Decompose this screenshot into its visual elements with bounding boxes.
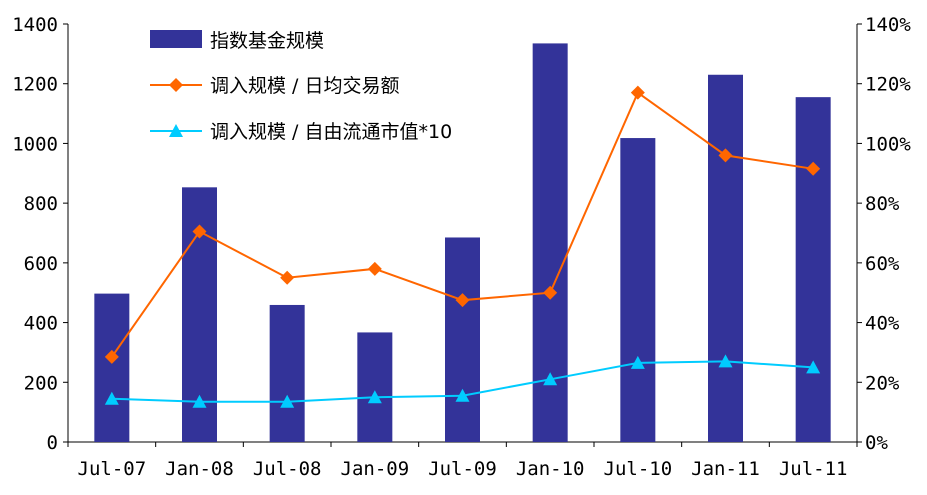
left-axis-tick-label: 0 <box>47 432 58 454</box>
tick-labels: 0 200 400 600 800 1000 1200 1400 0% 20% 40% 60% 80% 1… <box>12 14 911 480</box>
left-axis-tick-label: 800 <box>24 193 58 215</box>
triangle-point <box>543 372 558 386</box>
legend-label-turnover: 调入规模 / 日均交易额 <box>210 75 399 97</box>
bar <box>94 293 130 442</box>
legend-triangle-marker <box>169 124 183 137</box>
legend: 指数基金规模 调入规模 / 日均交易额 调入规模 / 自由流通市值*10 <box>150 30 452 143</box>
diamond-point <box>280 270 295 285</box>
left-axis-tick-label: 1000 <box>12 133 58 155</box>
triangle-point <box>806 360 821 374</box>
legend-swatch-bar <box>150 30 202 48</box>
right-axis-tick-label: 140% <box>865 14 911 36</box>
triangle-point <box>455 388 470 402</box>
x-axis-tick-label: Jan-09 <box>341 458 410 480</box>
x-axis-tick-label: Jan-11 <box>691 458 760 480</box>
x-axis-tick-label: Jan-08 <box>165 458 234 480</box>
left-axis-tick-label: 200 <box>24 372 58 394</box>
triangle-point <box>280 394 295 408</box>
right-axis-tick-label: 100% <box>865 133 911 155</box>
diamond-point <box>455 293 470 308</box>
x-axis-tick-label: Jul-10 <box>604 458 673 480</box>
right-axis-tick-label: 20% <box>865 372 900 394</box>
left-axis-tick-label: 1400 <box>12 14 58 36</box>
diamond-point <box>104 349 119 364</box>
triangle-point <box>367 390 382 404</box>
diamond-point <box>543 285 558 300</box>
diamond-point <box>192 224 207 239</box>
right-axis-tick-label: 40% <box>865 313 900 335</box>
diamond-point <box>630 85 645 100</box>
diamond-point <box>718 148 733 163</box>
bar <box>357 332 393 442</box>
diamond-point <box>806 161 821 176</box>
x-axis-tick-label: Jul-07 <box>78 458 147 480</box>
right-axis-tick-label: 80% <box>865 193 900 215</box>
legend-diamond-marker <box>169 78 183 92</box>
bar <box>708 74 743 442</box>
x-axis-tick-label: Jan-10 <box>516 458 585 480</box>
triangle-point <box>630 355 645 369</box>
right-axis-tick-label: 120% <box>865 74 911 96</box>
right-axis-tick-label: 60% <box>865 253 900 275</box>
bar <box>445 237 480 442</box>
triangle-point <box>104 391 119 405</box>
bar <box>795 97 831 443</box>
x-axis-tick-label: Jul-11 <box>779 458 848 480</box>
bar-series <box>94 43 831 443</box>
left-axis-tick-label: 1200 <box>12 74 58 96</box>
legend-label-free-float: 调入规模 / 自由流通市值*10 <box>210 121 452 143</box>
bar <box>269 304 305 442</box>
left-axis-tick-label: 600 <box>24 253 58 275</box>
right-axis-tick-label: 0% <box>865 432 888 454</box>
left-axis-tick-label: 400 <box>24 313 58 335</box>
bar <box>620 138 656 442</box>
legend-label-fund-size: 指数基金规模 <box>210 30 324 52</box>
line-series <box>104 85 821 408</box>
diamond-point <box>367 261 382 276</box>
x-axis-tick-label: Jul-08 <box>253 458 322 480</box>
triangle-point <box>718 354 733 368</box>
x-axis-tick-label: Jul-09 <box>428 458 497 480</box>
triangle-point <box>192 394 207 408</box>
